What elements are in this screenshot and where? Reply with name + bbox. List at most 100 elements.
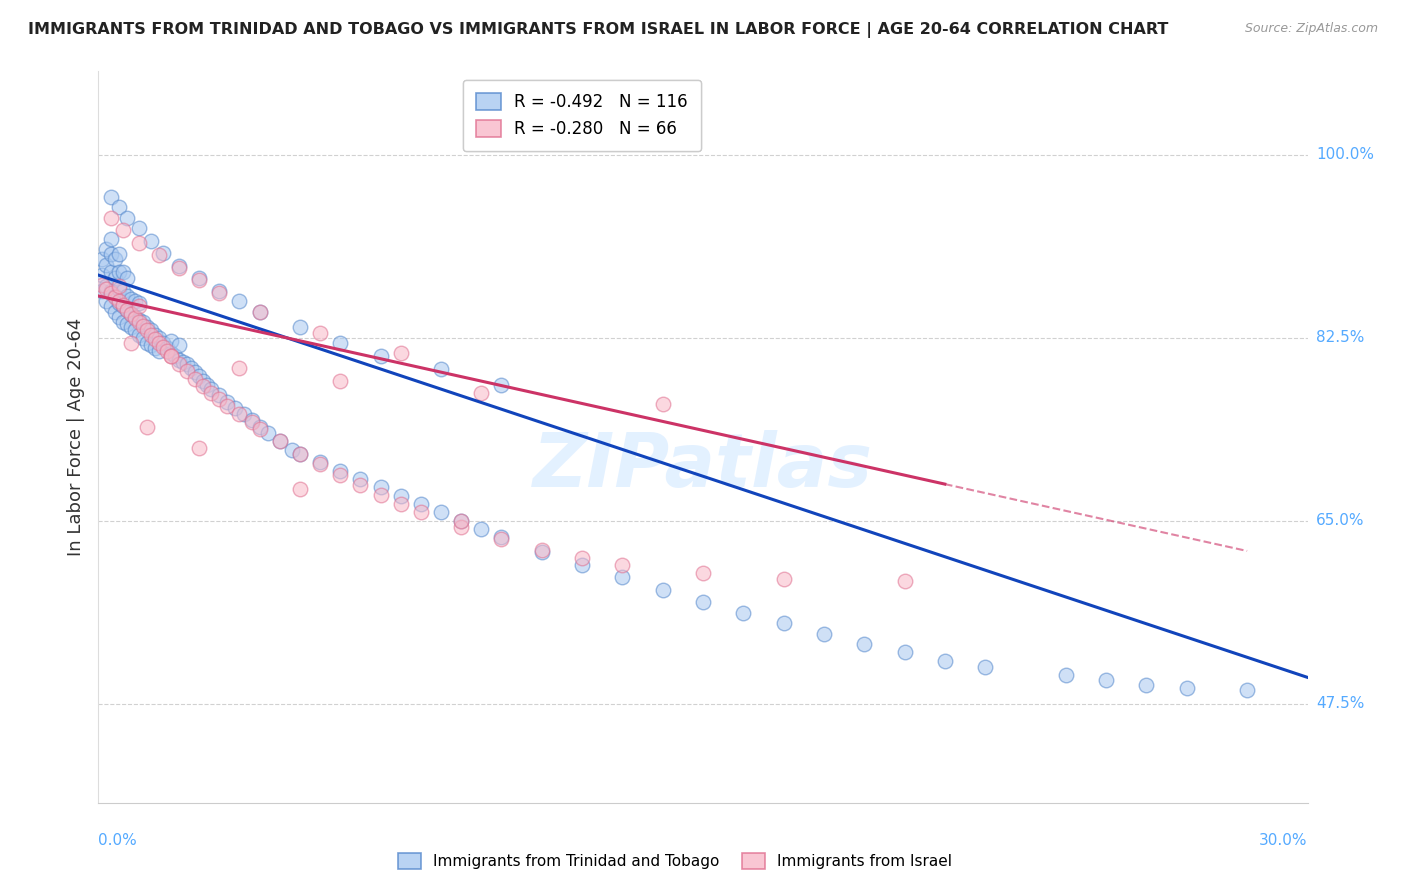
Point: [111, 315, 134, 329]
Point: [128, 327, 150, 342]
Point: [974, 660, 997, 674]
Point: [139, 338, 162, 352]
Point: [96, 258, 118, 272]
Point: [103, 271, 125, 285]
Point: [148, 331, 170, 345]
Point: [128, 221, 150, 235]
Point: [1095, 673, 1118, 687]
Point: [120, 307, 142, 321]
Point: [217, 394, 239, 409]
Point: [180, 361, 202, 376]
Point: [188, 271, 211, 285]
Point: [91, 252, 114, 267]
Point: [100, 285, 122, 300]
Point: [115, 317, 138, 331]
Point: [240, 416, 263, 430]
Point: [124, 310, 146, 325]
Text: 82.5%: 82.5%: [1316, 330, 1364, 345]
Point: [288, 483, 311, 497]
Point: [571, 551, 593, 566]
Point: [288, 447, 311, 461]
Point: [288, 320, 311, 334]
Point: [470, 522, 492, 536]
Point: [249, 419, 271, 434]
Point: [651, 582, 673, 597]
Point: [156, 341, 179, 355]
Point: [193, 379, 215, 393]
Point: [128, 315, 150, 329]
Text: ZIPatlas: ZIPatlas: [533, 430, 873, 503]
Point: [107, 278, 129, 293]
Point: [115, 289, 138, 303]
Point: [450, 514, 472, 528]
Point: [450, 514, 472, 528]
Point: [148, 248, 170, 262]
Point: [228, 294, 250, 309]
Point: [120, 307, 142, 321]
Point: [200, 386, 222, 401]
Point: [152, 246, 174, 260]
Point: [228, 361, 250, 376]
Point: [329, 467, 352, 482]
Point: [491, 533, 513, 547]
Point: [409, 505, 432, 519]
Point: [96, 294, 118, 309]
Point: [107, 282, 129, 296]
Point: [100, 300, 122, 314]
Y-axis label: In Labor Force | Age 20-64: In Labor Force | Age 20-64: [66, 318, 84, 557]
Point: [208, 388, 231, 402]
Point: [107, 296, 129, 310]
Point: [100, 265, 122, 279]
Point: [135, 320, 157, 334]
Point: [612, 558, 634, 572]
Point: [111, 298, 134, 312]
Text: 47.5%: 47.5%: [1316, 696, 1364, 711]
Point: [135, 336, 157, 351]
Point: [430, 362, 453, 376]
Point: [139, 327, 162, 342]
Point: [208, 284, 231, 298]
Point: [91, 277, 114, 292]
Point: [772, 616, 794, 631]
Point: [692, 595, 714, 609]
Point: [120, 292, 142, 306]
Point: [813, 626, 835, 640]
Point: [240, 413, 263, 427]
Point: [184, 365, 207, 379]
Point: [188, 369, 211, 384]
Point: [491, 530, 513, 544]
Point: [160, 346, 183, 360]
Point: [256, 425, 278, 440]
Point: [281, 442, 304, 457]
Point: [370, 480, 392, 494]
Point: [128, 300, 150, 314]
Point: [188, 441, 211, 455]
Point: [430, 505, 453, 519]
Point: [269, 434, 291, 449]
Text: Source: ZipAtlas.com: Source: ZipAtlas.com: [1244, 22, 1378, 36]
Point: [107, 265, 129, 279]
Point: [160, 334, 183, 348]
Point: [309, 326, 332, 340]
Point: [107, 247, 129, 261]
Point: [450, 520, 472, 534]
Point: [651, 397, 673, 411]
Text: 0.0%: 0.0%: [98, 833, 138, 848]
Point: [143, 332, 166, 346]
Point: [103, 304, 125, 318]
Text: 30.0%: 30.0%: [1260, 833, 1308, 848]
Point: [530, 543, 553, 558]
Point: [167, 260, 190, 275]
Point: [111, 223, 134, 237]
Point: [288, 447, 311, 461]
Point: [692, 566, 714, 580]
Point: [370, 349, 392, 363]
Point: [389, 489, 412, 503]
Point: [1054, 668, 1077, 682]
Point: [571, 558, 593, 572]
Point: [733, 606, 755, 620]
Legend: Immigrants from Trinidad and Tobago, Immigrants from Israel: Immigrants from Trinidad and Tobago, Imm…: [391, 847, 959, 875]
Point: [269, 434, 291, 449]
Point: [115, 211, 138, 225]
Point: [111, 300, 134, 314]
